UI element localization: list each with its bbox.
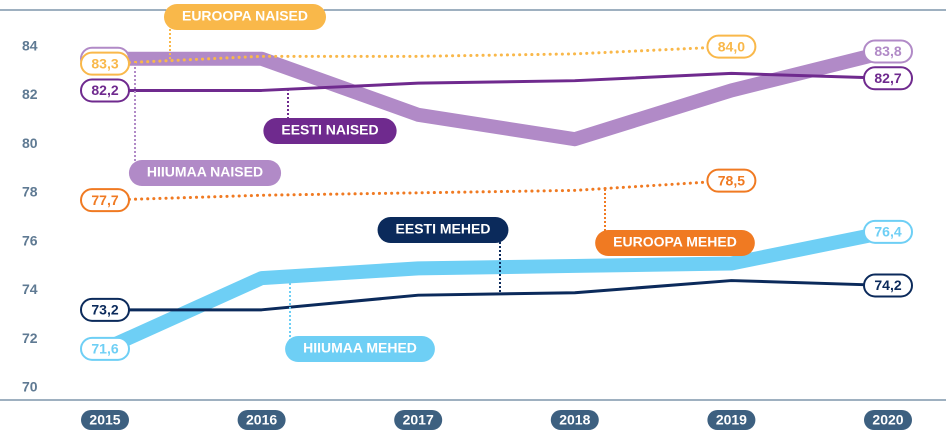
series-line [102, 224, 890, 356]
series-name: EUROOPA MEHED [613, 234, 737, 250]
series-name: EUROOPA NAISED [182, 8, 308, 24]
value-label: 78,5 [718, 172, 745, 188]
x-tick-label: 2016 [246, 412, 277, 428]
value-label-box [706, 168, 757, 193]
value-label-box [80, 51, 130, 76]
value-label-box [863, 66, 913, 91]
series-name: EESTI NAISED [281, 122, 378, 138]
y-tick-label: 70 [22, 379, 38, 395]
value-label: 73,2 [91, 302, 118, 318]
x-tick-pill [237, 410, 286, 430]
series-name-box [163, 4, 327, 30]
series-line [105, 44, 890, 147]
series-name: HIIUMAA MEHED [303, 340, 417, 356]
value-label-box [80, 78, 130, 103]
value-label: 82,2 [91, 82, 118, 98]
value-label: 77,7 [91, 192, 118, 208]
value-label: 74,2 [874, 277, 901, 293]
x-tick-pill [550, 410, 599, 430]
x-tick-label: 2019 [716, 412, 747, 428]
value-label-box [863, 39, 913, 64]
series-line [103, 179, 733, 202]
x-tick-pill [394, 410, 443, 430]
series-name-box [128, 160, 282, 186]
series-line [105, 71, 889, 92]
value-label: 83,3 [91, 55, 118, 71]
series-line [105, 279, 889, 312]
x-tick-pill [864, 410, 912, 430]
y-tick-label: 78 [22, 184, 38, 200]
value-label-box [706, 34, 757, 59]
series-name-box [377, 217, 509, 243]
x-tick-label: 2015 [89, 412, 120, 428]
value-label-box [80, 297, 130, 322]
value-label: 82,7 [874, 70, 901, 86]
y-tick-label: 80 [22, 135, 38, 151]
y-tick-label: 74 [22, 281, 38, 297]
value-label-box [863, 273, 913, 298]
x-tick-label: 2017 [403, 412, 434, 428]
x-tick-label: 2018 [559, 412, 590, 428]
series-name: HIIUMAA NAISED [147, 164, 263, 180]
y-tick-label: 84 [22, 37, 38, 53]
x-tick-pill [707, 410, 756, 430]
value-label: 83,8 [874, 43, 901, 59]
series-line [103, 45, 733, 66]
value-label: 76,4 [874, 224, 901, 240]
series-name-box [285, 336, 435, 362]
series-name: EESTI MEHED [396, 221, 491, 237]
y-tick-label: 82 [22, 86, 38, 102]
y-tick-label: 72 [22, 330, 38, 346]
value-label: 84,0 [718, 38, 745, 54]
value-label-box [80, 336, 130, 361]
x-tick-label: 2020 [872, 412, 903, 428]
series-name-box [263, 118, 397, 144]
value-label-box [863, 219, 913, 244]
x-tick-pill [81, 410, 129, 430]
value-label-box [80, 188, 130, 213]
value-label: 71,6 [91, 341, 118, 357]
series-name-box [595, 230, 755, 256]
y-tick-label: 76 [22, 232, 38, 248]
